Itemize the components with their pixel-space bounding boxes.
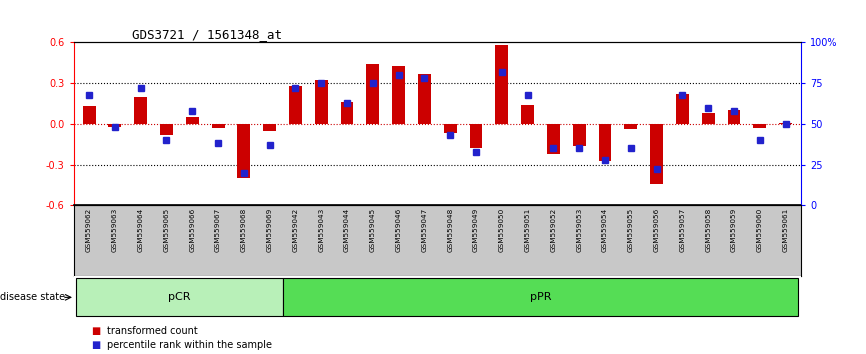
Bar (443, 124, 456, 133)
Text: GDS3721 / 1561348_at: GDS3721 / 1561348_at (132, 28, 281, 41)
Text: GSM559045: GSM559045 (370, 208, 376, 252)
Bar (340, 102, 353, 124)
Text: ■: ■ (91, 326, 100, 336)
Bar (727, 110, 740, 124)
Bar (598, 124, 611, 161)
Text: ■: ■ (91, 340, 100, 350)
Bar (315, 80, 327, 124)
Bar (211, 124, 224, 128)
Text: GSM559050: GSM559050 (499, 208, 505, 252)
Bar (108, 124, 121, 127)
Text: GSM559053: GSM559053 (576, 208, 582, 252)
Text: GSM559048: GSM559048 (447, 208, 453, 252)
Text: GSM559064: GSM559064 (138, 208, 144, 252)
Text: GSM559042: GSM559042 (293, 208, 299, 252)
Text: GSM559054: GSM559054 (602, 208, 608, 252)
Text: GSM559055: GSM559055 (628, 208, 634, 252)
Text: GSM559057: GSM559057 (680, 208, 685, 252)
Text: percentile rank within the sample: percentile rank within the sample (107, 340, 272, 350)
Bar (289, 86, 302, 124)
Text: GSM559058: GSM559058 (705, 208, 711, 252)
Bar (779, 122, 792, 124)
Text: GSM559047: GSM559047 (422, 208, 428, 252)
Text: GSM559044: GSM559044 (344, 208, 350, 252)
Bar (263, 124, 276, 131)
Bar (392, 65, 405, 124)
Bar (160, 124, 173, 135)
Bar (469, 124, 482, 148)
Bar (572, 124, 585, 145)
Text: GSM559060: GSM559060 (757, 208, 763, 252)
Text: GSM559065: GSM559065 (164, 208, 170, 252)
Text: disease state: disease state (0, 292, 65, 302)
Bar (418, 74, 431, 124)
Bar (701, 113, 714, 124)
Text: GSM559063: GSM559063 (112, 208, 118, 252)
Text: GSM559069: GSM559069 (267, 208, 273, 252)
Text: GSM559043: GSM559043 (318, 208, 324, 252)
Text: pPR: pPR (530, 292, 552, 302)
Text: GSM559049: GSM559049 (473, 208, 479, 252)
Bar (495, 45, 508, 124)
Bar (76, 278, 282, 316)
Text: GSM559056: GSM559056 (654, 208, 660, 252)
Text: GSM559051: GSM559051 (525, 208, 531, 252)
Bar (237, 124, 250, 178)
Bar (676, 94, 688, 124)
Bar (134, 97, 147, 124)
Bar (753, 124, 766, 128)
Bar (547, 124, 559, 154)
Bar (366, 64, 379, 124)
Text: GSM559062: GSM559062 (86, 208, 92, 252)
Bar (282, 278, 798, 316)
Text: transformed count: transformed count (107, 326, 197, 336)
Bar (624, 124, 637, 129)
Text: GSM559059: GSM559059 (731, 208, 737, 252)
Bar (650, 124, 663, 184)
Text: pCR: pCR (168, 292, 191, 302)
Text: GSM559046: GSM559046 (396, 208, 402, 252)
Text: GSM559068: GSM559068 (241, 208, 247, 252)
Text: GSM559061: GSM559061 (783, 208, 789, 252)
Bar (186, 117, 198, 124)
Text: GSM559067: GSM559067 (215, 208, 221, 252)
Text: GSM559066: GSM559066 (190, 208, 195, 252)
Bar (82, 106, 95, 124)
Text: GSM559052: GSM559052 (551, 208, 557, 252)
Bar (521, 105, 534, 124)
